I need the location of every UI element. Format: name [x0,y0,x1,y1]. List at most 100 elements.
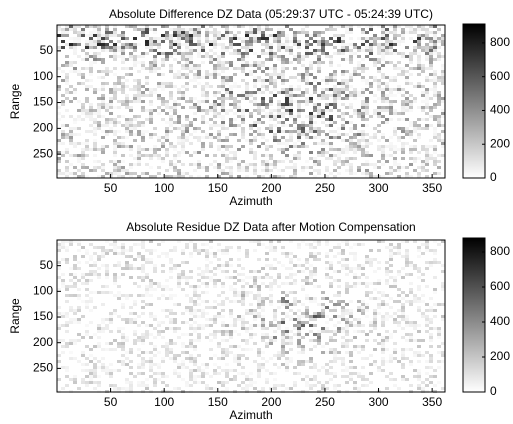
texture-cell [297,345,301,348]
texture-cell [393,312,397,315]
texture-cell [265,273,269,276]
texture-cell [125,169,129,172]
texture-cell [441,79,445,82]
texture-cell [121,336,125,339]
texture-cell [149,121,153,124]
texture-cell [349,28,353,31]
texture-cell [421,273,425,276]
texture-cell [145,330,149,333]
texture-cell [341,267,345,270]
texture-cell [441,342,445,345]
texture-cell [89,103,93,106]
texture-cell [217,55,221,58]
texture-cell [265,103,269,106]
texture-cell [249,148,253,151]
texture-cell [345,169,349,172]
texture-cell [333,28,337,31]
texture-cell [337,157,341,160]
texture-cell [81,103,85,106]
texture-cell [273,163,277,166]
colorbar-tick-label: 200 [490,136,510,150]
texture-cell [185,357,189,360]
texture-cell [377,160,381,163]
texture-cell [349,163,353,166]
texture-cell [217,85,221,88]
texture-cell [361,309,365,312]
texture-cell [173,154,177,157]
texture-cell [105,252,109,255]
texture-cell [221,85,225,88]
texture-cell [117,100,121,103]
texture-cell [261,52,265,55]
texture-cell [313,345,317,348]
texture-cell [81,381,85,384]
texture-cell [177,354,181,357]
texture-cell [213,279,217,282]
texture-cell [181,360,185,363]
texture-cell [229,133,233,136]
texture-cell [209,142,213,145]
texture-cell [373,309,377,312]
texture-cell [145,79,149,82]
texture-cell [229,109,233,112]
texture-cell [125,97,129,100]
texture-cell [429,106,433,109]
texture-cell [261,297,265,300]
texture-cell [297,61,301,64]
texture-cell [261,70,265,73]
texture-cell [373,61,377,64]
texture-cell [301,130,305,133]
texture-cell [253,315,257,318]
texture-cell [309,118,313,121]
texture-cell [229,103,233,106]
texture-cell [413,267,417,270]
texture-cell [425,55,429,58]
texture-cell [217,112,221,115]
texture-cell [189,375,193,378]
texture-cell [89,291,93,294]
texture-cell [341,148,345,151]
texture-cell [417,43,421,46]
texture-cell [245,342,249,345]
texture-cell [397,85,401,88]
texture-cell [409,106,413,109]
texture-cell [225,145,229,148]
texture-cell [89,64,93,67]
texture-cell [149,324,153,327]
texture-cell [357,375,361,378]
texture-cell [137,43,141,46]
texture-cell [433,49,437,52]
texture-cell [129,58,133,61]
texture-cell [57,139,61,142]
texture-cell [425,384,429,387]
texture-cell [169,55,173,58]
texture-cell [129,73,133,76]
texture-cell [209,76,213,79]
texture-cell [293,172,297,175]
texture-cell [169,312,173,315]
texture-cell [345,97,349,100]
texture-cell [317,82,321,85]
texture-cell [233,330,237,333]
texture-cell [181,151,185,154]
texture-cell [189,64,193,67]
texture-cell [229,285,233,288]
texture-cell [169,64,173,67]
texture-cell [177,61,181,64]
texture-cell [213,43,217,46]
texture-cell [329,118,333,121]
texture-cell [61,273,65,276]
texture-cell [341,52,345,55]
texture-cell [301,327,305,330]
texture-cell [149,109,153,112]
texture-cell [353,366,357,369]
texture-cell [181,148,185,151]
texture-cell [385,46,389,49]
texture-cell [145,28,149,31]
texture-cell [129,88,133,91]
texture-cell [393,34,397,37]
texture-cell [341,46,345,49]
texture-cell [161,109,165,112]
texture-cell [265,34,269,37]
texture-cell [173,267,177,270]
